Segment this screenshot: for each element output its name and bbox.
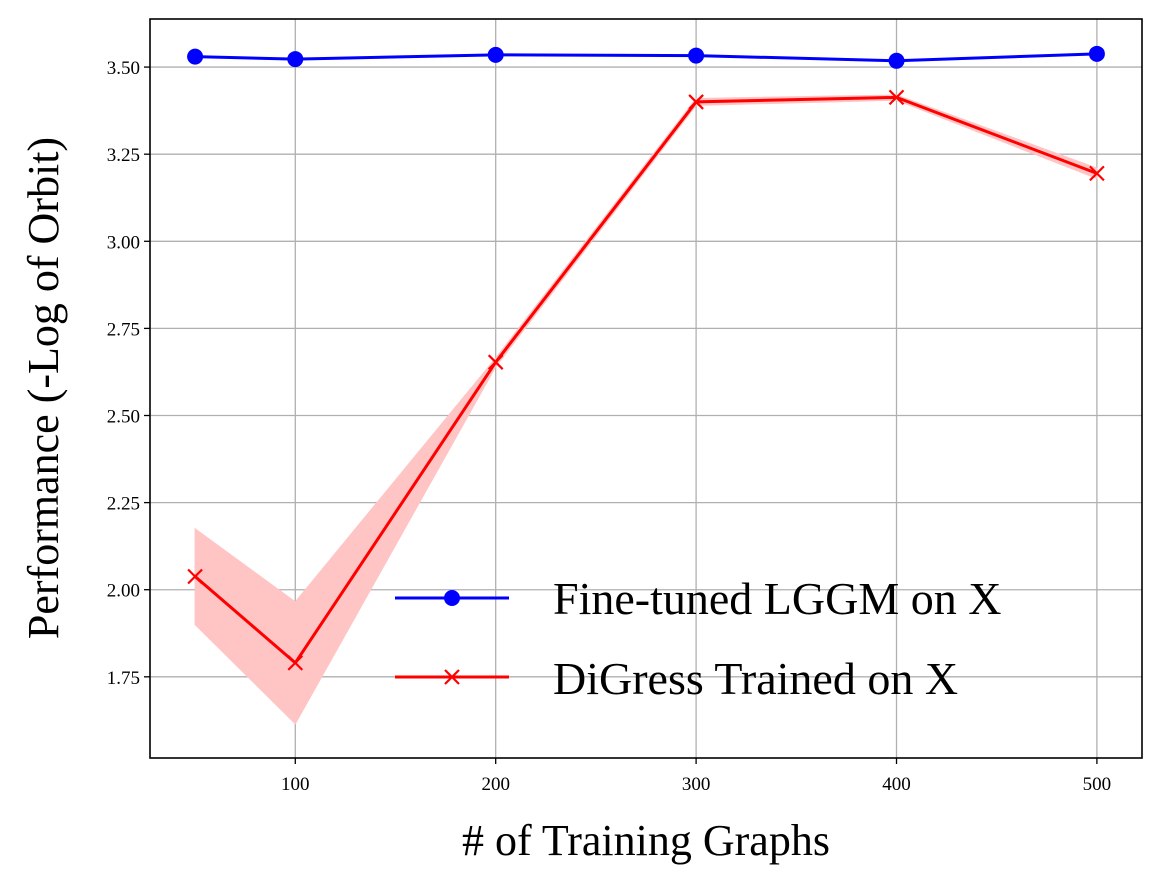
y-tick-label: 2.75 (107, 319, 140, 340)
x-tick-label: 100 (281, 774, 310, 795)
y-tick-label: 2.00 (107, 581, 140, 602)
series-0-line (195, 52, 1097, 63)
series-0-point (187, 48, 204, 65)
series-0-point (888, 52, 905, 69)
series-1-point (888, 89, 905, 106)
series-1-confidence-band (194, 94, 1098, 725)
legend-marker-1 (444, 669, 460, 685)
series-1-point (287, 655, 304, 671)
series-0-point (287, 51, 304, 68)
series-1-point (688, 94, 704, 110)
y-tick-label: 2.25 (107, 494, 140, 515)
x-axis-label: # of Training Graphs (462, 816, 830, 865)
series-1-point (487, 354, 504, 370)
legend: Fine-tuned LGGM on X DiGress Trained on … (395, 573, 1001, 704)
legend-item-series-1: DiGress Trained on X (395, 653, 958, 704)
y-tick-label: 3.50 (107, 58, 140, 79)
series-1-point (1089, 165, 1105, 182)
confidence-bands (194, 94, 1098, 725)
x-tick-label: 300 (682, 774, 711, 795)
plot-frame (149, 18, 1143, 759)
series-0-point (1088, 45, 1105, 62)
y-axis-label: Performance (-Log of Orbit) (19, 137, 68, 639)
x-tick-label: 500 (1083, 774, 1112, 795)
series-1-line (194, 95, 1098, 665)
y-tick-label: 3.25 (107, 145, 140, 166)
legend-marker-0 (444, 590, 460, 606)
x-tick-label: 200 (481, 774, 510, 795)
legend-item-series-0: Fine-tuned LGGM on X (395, 573, 1001, 624)
series-lines (194, 52, 1098, 665)
series-0-point (487, 46, 504, 63)
legend-label-1: DiGress Trained on X (553, 653, 958, 704)
legend-label-0: Fine-tuned LGGM on X (553, 573, 1001, 624)
y-tick-label: 1.75 (107, 668, 140, 689)
axis-ticks: 100 200 300 400 500 1.75 2.00 2.25 2.50 2.75 3.00 3… (107, 58, 1111, 795)
x-tick-label: 400 (882, 774, 911, 795)
series-markers (187, 45, 1105, 671)
series-0-point (688, 47, 705, 64)
y-tick-label: 2.50 (107, 407, 140, 428)
series-1-point (187, 568, 203, 585)
y-tick-label: 3.00 (107, 232, 140, 253)
